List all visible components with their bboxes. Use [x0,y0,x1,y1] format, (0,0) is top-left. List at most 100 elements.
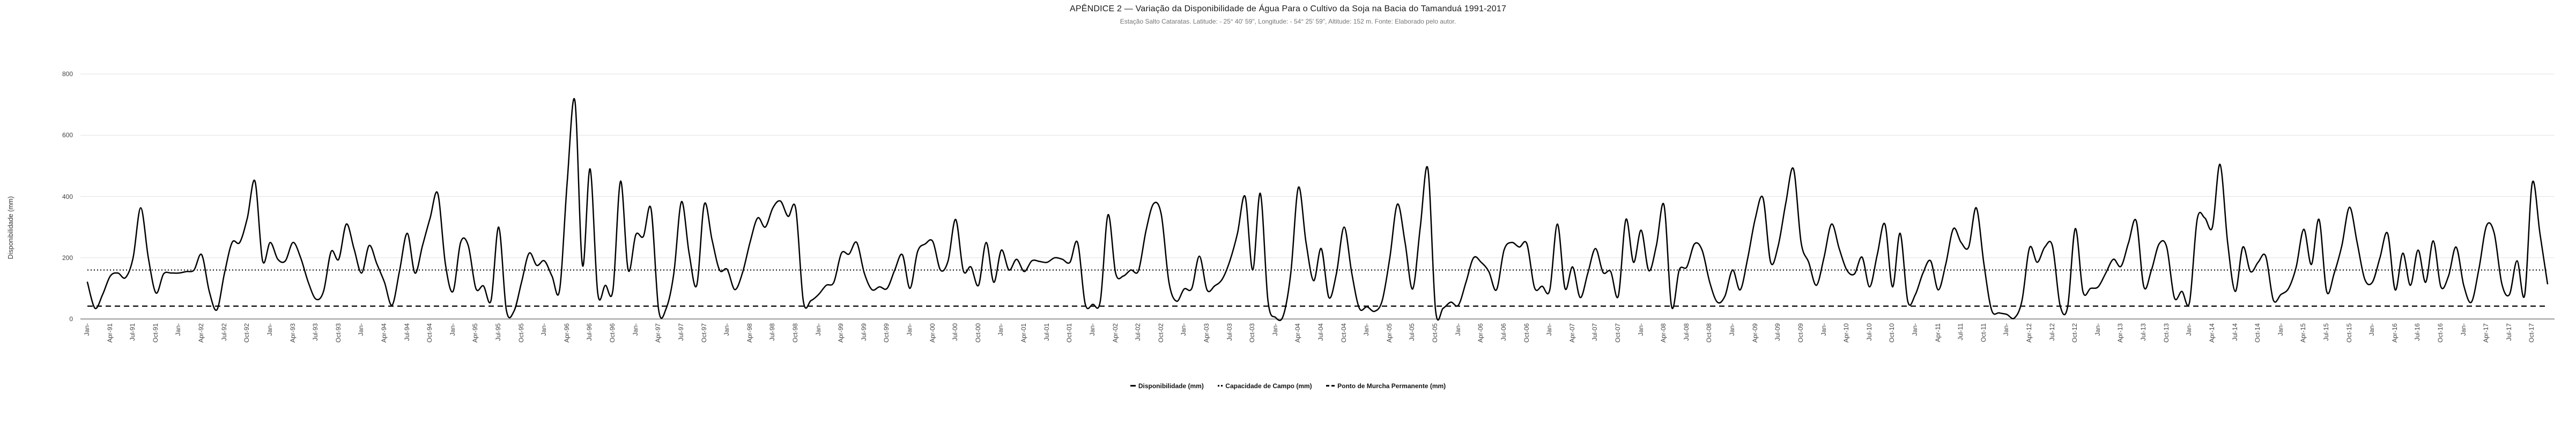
x-tick-label: Jul-07 [1591,323,1599,341]
x-tick-label: Jul-16 [2414,323,2422,341]
x-tick-label: Oct-17 [2528,323,2536,343]
x-tick-label: Oct-16 [2437,323,2445,343]
x-tick-label: Oct-09 [1796,323,1804,343]
x-tick-label: Apr-91 [106,323,114,343]
x-tick-label: Oct-14 [2254,323,2262,343]
x-tick-label: Jan- [1363,323,1371,336]
x-tick-label: Jul-03 [1225,323,1233,341]
dashed-line-swatch-icon [1326,385,1335,387]
x-tick-label: Jul-17 [2505,323,2513,341]
x-tick-label: Jan- [1545,323,1553,336]
x-tick-label: Jan- [2276,323,2284,336]
x-tick-label: Oct-00 [974,323,982,343]
x-tick-label: Jul-05 [1408,323,1416,341]
chart-title: APÊNDICE 2 — Variação da Disponibilidade… [1069,4,1507,13]
legend-item-ponto-de-murcha: Ponto de Murcha Permanente (mm) [1326,382,1446,390]
x-tick-label: Oct-08 [1705,323,1713,343]
x-tick-label: Jan- [2002,323,2010,336]
x-tick-label: Apr-95 [471,323,479,343]
x-tick-label: Apr-07 [1568,323,1576,343]
x-tick-label: Oct-01 [1065,323,1074,343]
x-tick-label: Jan- [723,323,731,336]
x-tick-label: Jul-00 [951,323,959,341]
x-tick-label: Jul-99 [860,323,868,341]
x-tick-label: Apr-11 [1934,323,1942,343]
x-tick-label: Jan- [1819,323,1827,336]
x-tick-label: Jan- [357,323,365,336]
x-tick-label: Jan- [540,323,548,336]
x-tick-label: Jan- [997,323,1005,336]
legend: Disponibilidade (mm) Capacidade de Campo… [0,381,2576,391]
y-tick-label: 0 [69,315,73,323]
x-tick-label: Jul-97 [677,323,685,341]
x-tick-label: Apr-10 [1842,323,1850,343]
x-tick-label: Oct-12 [2071,323,2079,343]
x-tick-label: Jul-06 [1499,323,1507,341]
x-tick-label: Oct-95 [517,323,525,343]
legend-label: Ponto de Murcha Permanente (mm) [1337,382,1446,390]
x-tick-label: Jul-13 [2140,323,2148,341]
x-tick-label: Jul-14 [2231,323,2239,341]
x-tick-label: Apr-13 [2116,323,2125,343]
x-tick-label: Jul-91 [129,323,137,341]
x-tick-label: Oct-06 [1522,323,1530,343]
y-tick-label: 200 [62,254,73,262]
x-tick-label: Jan- [1911,323,1919,336]
x-tick-label: Jul-11 [1957,323,1965,340]
x-tick-label: Apr-99 [837,323,845,343]
y-axis-title: Disponibilidade (mm) [7,196,14,259]
x-tick-label: Oct-91 [151,323,159,343]
x-tick-label: Apr-92 [197,323,205,343]
x-tick-label: Jan- [2459,323,2467,336]
x-tick-label: Apr-93 [288,323,297,343]
x-tick-label: Jan- [2093,323,2101,336]
x-tick-label: Jan- [1088,323,1096,336]
x-tick-label: Jul-96 [586,323,594,341]
x-tick-label: Jan- [814,323,822,336]
x-tick-label: Apr-15 [2299,323,2307,343]
x-tick-label: Apr-05 [1385,323,1393,343]
x-tick-label: Oct-04 [1339,323,1348,343]
x-tick-label: Oct-94 [426,323,434,343]
x-tick-label: Jan- [631,323,639,336]
x-tick-label: Apr-96 [562,323,571,343]
legend-label: Disponibilidade (mm) [1138,382,1204,390]
x-tick-label: Oct-92 [243,323,251,343]
x-tick-label: Oct-93 [334,323,342,343]
legend-item-disponibilidade: Disponibilidade (mm) [1130,382,1204,390]
x-tick-label: Jul-08 [1682,323,1690,341]
x-tick-label: Jul-95 [494,323,502,341]
x-tick-label: Oct-15 [2345,323,2353,343]
x-tick-label: Jul-93 [312,323,320,341]
x-tick-label: Jan- [83,323,91,336]
x-tick-label: Jan- [1454,323,1462,336]
x-tick-label: Apr-94 [380,323,388,343]
x-tick-label: Jan- [1728,323,1736,336]
x-tick-label: Oct-02 [1157,323,1165,343]
x-tick-label: Jul-02 [1134,323,1142,341]
x-tick-label: Oct-10 [1888,323,1896,343]
x-tick-label: Jul-98 [768,323,776,341]
x-tick-label: Jul-09 [1774,323,1782,341]
x-tick-label: Jul-10 [1865,323,1873,341]
x-tick-label: Jan- [1180,323,1188,336]
y-tick-label: 600 [62,131,73,139]
x-tick-label: Jul-01 [1042,323,1050,341]
x-tick-label: Oct-13 [2162,323,2170,343]
x-tick-label: Apr-14 [2208,323,2216,343]
x-tick-label: Oct-07 [1614,323,1622,343]
x-tick-label: Oct-98 [791,323,799,343]
x-tick-label: Apr-00 [928,323,936,343]
x-tick-label: Apr-08 [1660,323,1668,343]
x-tick-label: Apr-04 [1294,323,1302,343]
x-tick-label: Oct-03 [1248,323,1256,343]
x-tick-label: Oct-97 [700,323,708,343]
x-tick-label: Apr-17 [2482,323,2490,343]
x-tick-label: Oct-96 [609,323,617,343]
x-tick-label: Oct-05 [1431,323,1439,343]
x-tick-label: Apr-03 [1202,323,1210,343]
chart-subtitle: Estação Salto Cataratas. Latitude: - 25°… [1120,18,1456,25]
x-tick-label: Jan- [906,323,914,336]
